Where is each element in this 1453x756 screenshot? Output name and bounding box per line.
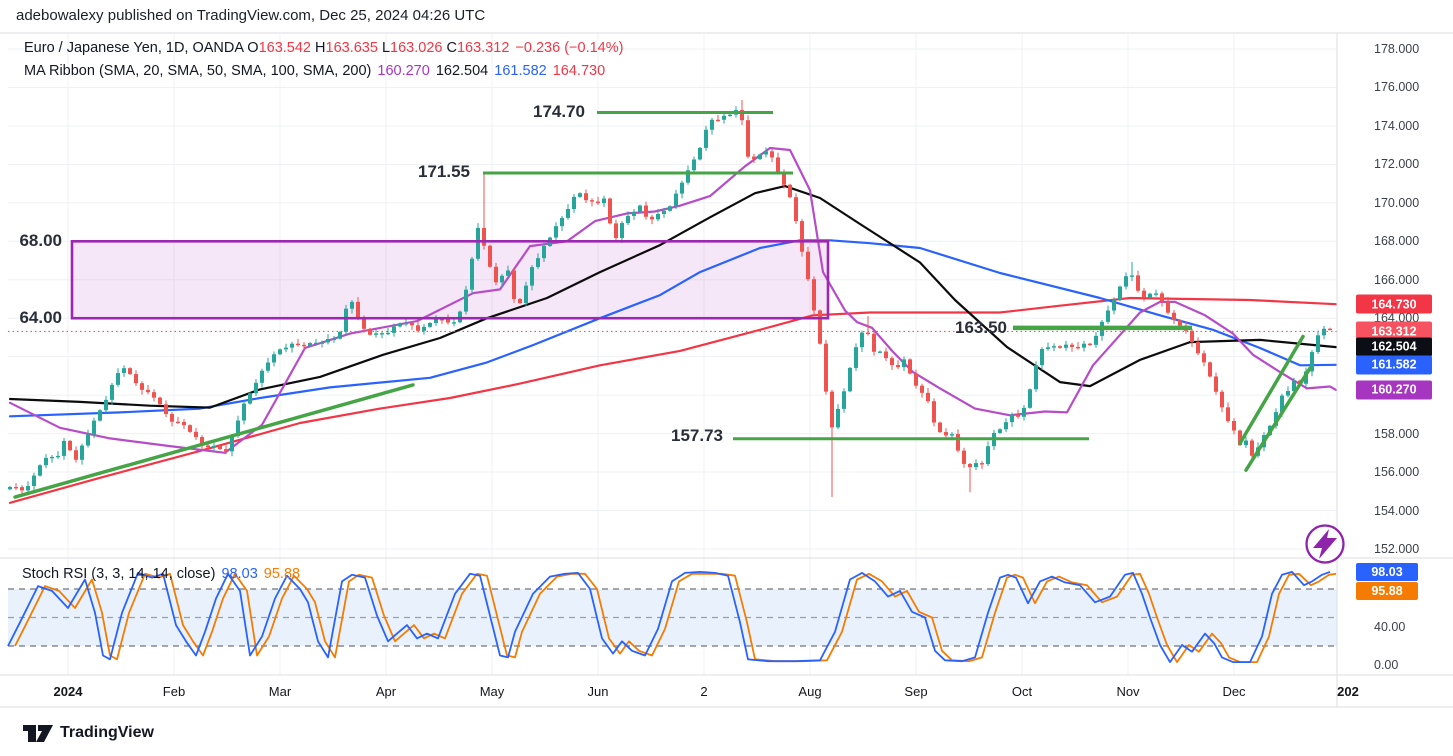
annotation-label-171.55: 171.55 xyxy=(418,162,470,181)
stoch-badge: 98.03 xyxy=(1356,562,1418,581)
price-badge: 162.504 xyxy=(1356,337,1432,357)
trendline-1[interactable] xyxy=(13,383,415,499)
ma-value: 161.582 xyxy=(494,63,547,79)
annotation-label-163.50: 163.50 xyxy=(955,318,1007,337)
stoch-band xyxy=(8,588,1337,647)
stoch-rsi-values: 98.03 95.88 xyxy=(219,566,300,582)
annotation-label-157.73: 157.73 xyxy=(671,426,723,445)
time-label: 2 xyxy=(700,684,708,699)
time-label: Apr xyxy=(375,684,397,699)
price-tick-label: 178.000 xyxy=(1374,42,1420,56)
stoch-badge: 95.88 xyxy=(1356,581,1418,600)
stoch-k-line xyxy=(7,571,1331,663)
price-tick-label: 170.000 xyxy=(1374,195,1420,210)
tradingview-wordmark: TradingView xyxy=(60,724,154,741)
time-label: 2024 xyxy=(53,684,83,699)
ma-ribbon-title: MA Ribbon (SMA, 20, SMA, 50, SMA, 100, S… xyxy=(24,63,372,79)
price-badge: 164.730 xyxy=(1356,294,1432,314)
price-badge: 160.270 xyxy=(1356,380,1432,400)
ma-value: 164.730 xyxy=(552,63,606,79)
ohlc-item: C163.312 xyxy=(446,40,510,56)
price-badge: 161.582 xyxy=(1356,355,1432,375)
stoch-rsi-legend[interactable]: Stoch RSI (3, 3, 14, 14, close) 98.03 95… xyxy=(22,566,300,582)
price-tick-label: 172.000 xyxy=(1374,157,1420,172)
ohlc-item: L163.026 xyxy=(381,40,443,56)
ohlc-item: H163.635 xyxy=(315,40,378,56)
ohlc-item: O163.542 xyxy=(247,40,311,56)
time-label: Nov xyxy=(1116,684,1140,699)
supply-zone-fill[interactable] xyxy=(72,241,828,319)
price-tick-label: 176.000 xyxy=(1374,80,1420,95)
time-label: Feb xyxy=(162,684,186,699)
ma-line-sma-100 xyxy=(8,239,1338,418)
price-badge: 163.312 xyxy=(1356,321,1432,341)
price-tick-label: 154.000 xyxy=(1374,503,1420,518)
time-label: Jun xyxy=(587,684,609,699)
time-label: Aug xyxy=(798,684,822,699)
publish-text: adebowalexy published on TradingView.com… xyxy=(16,7,486,24)
trendline-3[interactable] xyxy=(1244,366,1312,472)
ma-ribbon-legend[interactable]: MA Ribbon (SMA, 20, SMA, 50, SMA, 100, S… xyxy=(24,63,605,79)
price-tick-label: 158.000 xyxy=(1374,426,1420,441)
supply-zone-border[interactable] xyxy=(70,240,830,320)
trendline-2[interactable] xyxy=(1238,334,1305,445)
ma-line-sma-200 xyxy=(8,296,1338,504)
price-tick-label: 164.000 xyxy=(1374,311,1420,326)
stoch-value: 95.88 xyxy=(263,566,301,582)
change-value: −0.236 (−0.14%) xyxy=(515,40,624,56)
ma-ribbon-values: 160.270 162.504 161.582 164.730 xyxy=(375,63,605,79)
stoch-tick-label: 0.00 xyxy=(1374,658,1399,672)
stoch-d-line xyxy=(14,572,1337,663)
stoch-tick-label: 40.00 xyxy=(1374,620,1406,634)
time-label: May xyxy=(479,684,505,699)
tradingview-logo[interactable]: TradingView xyxy=(22,722,154,744)
stoch-value: 98.03 xyxy=(221,566,258,582)
time-label: Oct xyxy=(1011,684,1033,699)
ma-line-sma-20 xyxy=(8,146,1338,454)
ohlc-values: O163.542 H163.635 L163.026 C163.312 xyxy=(247,40,513,56)
time-label: Dec xyxy=(1222,684,1246,699)
ma-value: 162.504 xyxy=(435,63,489,79)
annotation-label-64.00: 64.00 xyxy=(19,308,62,328)
ma-value: 160.270 xyxy=(377,63,430,79)
time-label: 202 xyxy=(1337,684,1359,699)
price-tick-label: 156.000 xyxy=(1374,465,1420,480)
stoch-rsi-title: Stoch RSI (3, 3, 14, 14, close) xyxy=(22,566,216,582)
annotation-label-174.70: 174.70 xyxy=(533,102,585,121)
price-tick-label: 166.000 xyxy=(1374,272,1420,287)
symbol-legend[interactable]: Euro / Japanese Yen, 1D, OANDA O163.542 … xyxy=(24,40,623,56)
time-label: Sep xyxy=(904,684,928,699)
annotation-label-68.00: 68.00 xyxy=(19,231,62,251)
price-tick-label: 152.000 xyxy=(1374,541,1420,556)
symbol-title: Euro / Japanese Yen, 1D, OANDA xyxy=(24,40,244,56)
boost-lightning-icon[interactable] xyxy=(1305,524,1345,564)
tradingview-mark-icon xyxy=(23,725,53,742)
price-tick-label: 174.000 xyxy=(1374,118,1420,133)
time-label: Mar xyxy=(268,684,292,699)
publish-bar: adebowalexy published on TradingView.com… xyxy=(0,0,1453,33)
price-tick-label: 168.000 xyxy=(1374,234,1420,249)
ma-line-sma-50 xyxy=(8,185,1338,409)
